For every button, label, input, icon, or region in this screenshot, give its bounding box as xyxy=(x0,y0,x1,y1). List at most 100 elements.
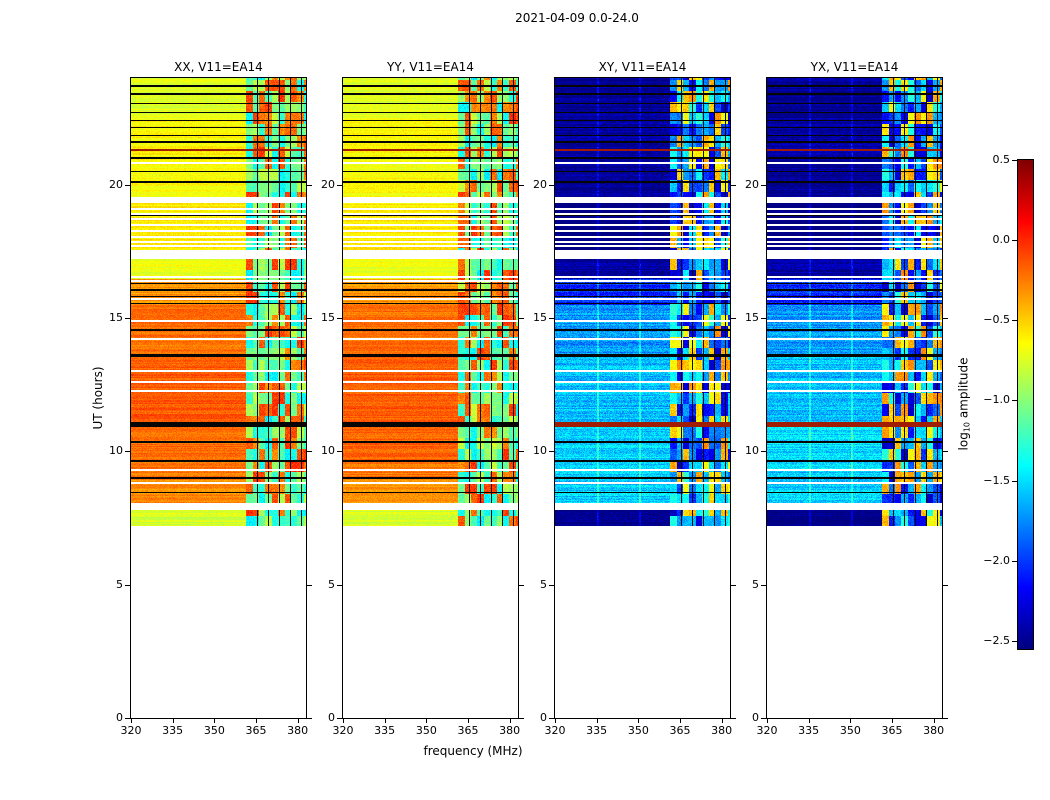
colorbar-tick-label: 0.0 xyxy=(992,233,1011,247)
y-tick-mark xyxy=(125,451,130,453)
figure-title: 2021-04-09 0.0-24.0 xyxy=(515,11,639,25)
y-tick-mark xyxy=(761,184,766,186)
x-tick-mark xyxy=(767,719,768,723)
y-axis-label: UT (hours) xyxy=(91,366,105,430)
colorbar-tick-label: −2.5 xyxy=(983,633,1010,647)
colorbar-tick-mark xyxy=(1012,400,1017,402)
x-tick-mark xyxy=(850,719,852,723)
panel-title-yy: YY, V11=EA14 xyxy=(387,60,474,74)
x-tick-label: 380 xyxy=(499,724,521,737)
y-tick-mark xyxy=(549,318,554,319)
colorbar-gradient xyxy=(1018,160,1033,649)
y-tick-label: 5 xyxy=(752,577,759,591)
x-tick-mark xyxy=(256,719,257,723)
x-axis-label: frequency (MHz) xyxy=(423,744,523,758)
x-tick-label: 335 xyxy=(586,724,608,737)
x-tick-label: 350 xyxy=(839,724,861,737)
spectrogram-yx xyxy=(767,78,942,718)
x-tick-mark xyxy=(131,719,132,723)
spectrogram-xx xyxy=(131,78,306,718)
y-tick-mark-right xyxy=(943,318,948,319)
colorbar-label-pre: log xyxy=(956,432,971,451)
x-tick-label: 380 xyxy=(923,724,945,737)
y-tick-mark-right xyxy=(519,451,524,453)
x-tick-label: 350 xyxy=(203,724,225,737)
y-tick-label: 20 xyxy=(533,177,547,191)
y-tick-mark-right xyxy=(731,451,736,453)
x-tick-label: 320 xyxy=(332,724,354,737)
x-tick-label: 335 xyxy=(798,724,820,737)
x-tick-label: 335 xyxy=(162,724,184,737)
y-tick-mark xyxy=(337,184,342,186)
y-tick-mark xyxy=(125,318,130,319)
y-tick-label: 0 xyxy=(540,711,547,724)
y-tick-label: 10 xyxy=(109,444,123,458)
y-tick-label: 20 xyxy=(321,177,335,191)
y-tick-label: 15 xyxy=(533,311,547,324)
y-tick-mark-right xyxy=(731,718,736,719)
y-tick-mark-right xyxy=(307,318,312,319)
y-tick-mark-right xyxy=(731,184,736,186)
y-tick-mark-right xyxy=(519,584,524,586)
x-tick-label: 365 xyxy=(457,724,479,737)
y-tick-mark-right xyxy=(519,718,524,719)
y-tick-mark xyxy=(761,718,766,719)
x-tick-mark xyxy=(721,719,723,723)
y-tick-mark xyxy=(761,584,766,586)
y-tick-mark xyxy=(761,318,766,319)
x-tick-mark xyxy=(509,719,511,723)
colorbar-tick-mark xyxy=(1012,320,1017,322)
y-tick-label: 10 xyxy=(745,444,759,458)
y-tick-mark-right xyxy=(943,584,948,586)
y-tick-label: 20 xyxy=(109,177,123,191)
y-tick-mark-right xyxy=(307,718,312,719)
y-tick-mark-right xyxy=(307,584,312,586)
x-tick-label: 320 xyxy=(120,724,142,737)
y-tick-label: 20 xyxy=(745,177,759,191)
y-tick-mark xyxy=(337,718,342,719)
y-tick-mark xyxy=(337,318,342,319)
colorbar-label-sub: 10 xyxy=(962,421,972,433)
y-tick-mark xyxy=(761,451,766,453)
x-tick-mark xyxy=(555,719,556,723)
x-tick-mark xyxy=(892,719,893,723)
panel-title-xy: XY, V11=EA14 xyxy=(598,60,687,74)
x-tick-mark xyxy=(384,719,386,723)
y-tick-mark-right xyxy=(519,184,524,186)
y-tick-mark-right xyxy=(307,451,312,453)
y-tick-mark xyxy=(125,718,130,719)
x-tick-mark xyxy=(680,719,681,723)
y-tick-mark xyxy=(125,184,130,186)
y-tick-label: 15 xyxy=(745,311,759,324)
y-tick-label: 10 xyxy=(321,444,335,458)
x-tick-mark xyxy=(297,719,299,723)
x-tick-label: 350 xyxy=(627,724,649,737)
y-tick-label: 0 xyxy=(116,711,123,724)
y-tick-label: 5 xyxy=(540,577,547,591)
y-tick-mark xyxy=(337,451,342,453)
y-tick-label: 15 xyxy=(321,311,335,324)
spectrogram-yy xyxy=(343,78,518,718)
panel-title-xx: XX, V11=EA14 xyxy=(174,60,263,74)
colorbar-label-post: amplitude xyxy=(956,357,971,422)
x-tick-mark xyxy=(596,719,598,723)
panel-title-yx: YX, V11=EA14 xyxy=(810,60,899,74)
x-tick-label: 380 xyxy=(711,724,733,737)
x-tick-label: 380 xyxy=(287,724,309,737)
x-tick-mark xyxy=(214,719,216,723)
x-tick-mark xyxy=(172,719,174,723)
y-tick-mark-right xyxy=(731,318,736,319)
y-tick-mark xyxy=(549,184,554,186)
x-tick-label: 365 xyxy=(669,724,691,737)
colorbar-tick-label: 0.5 xyxy=(992,153,1011,166)
colorbar-tick-label: −1.5 xyxy=(983,473,1010,487)
x-tick-label: 365 xyxy=(245,724,267,737)
x-tick-mark xyxy=(468,719,469,723)
colorbar-tick-mark xyxy=(1012,640,1017,642)
y-tick-mark-right xyxy=(943,184,948,186)
y-tick-mark-right xyxy=(943,451,948,453)
x-tick-mark xyxy=(808,719,810,723)
colorbar-tick-label: −0.5 xyxy=(983,313,1010,327)
colorbar-tick-mark xyxy=(1012,480,1017,482)
